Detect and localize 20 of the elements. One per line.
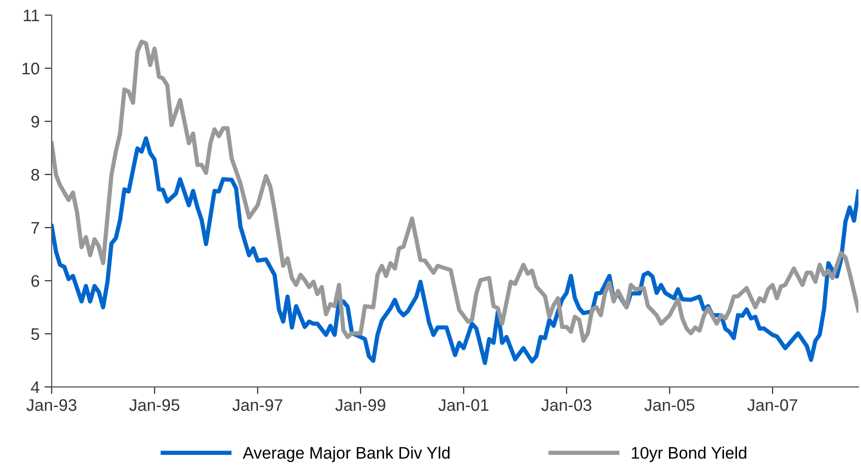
y-tick-label: 7: [31, 222, 40, 234]
x-tick-label: Jan-05: [644, 399, 694, 411]
x-tick-label: Jan-95: [129, 399, 180, 411]
line-series: [52, 136, 858, 366]
y-tick-label: 5: [31, 328, 40, 340]
x-tick-label: Jan-07: [747, 399, 798, 411]
legend-label: 10yr Bond Yield: [632, 446, 746, 462]
legend-label: Average Major Bank Div Yld: [242, 446, 450, 462]
x-tick-label: Jan-03: [541, 399, 592, 411]
y-tick-label: 9: [31, 116, 40, 128]
y-tick-label: 11: [24, 10, 40, 22]
y-tick-label: 6: [31, 275, 40, 287]
x-tick-label: Jan-01: [438, 399, 488, 411]
y-tick-label: 8: [31, 168, 40, 181]
line-series: [52, 40, 858, 343]
x-tick-label: Jan-97: [232, 399, 282, 411]
x-tick-label: Jan-99: [335, 399, 386, 411]
x-tick-label: Jan-93: [26, 399, 76, 411]
y-tick-label: 4: [30, 381, 40, 393]
y-tick-label: 10: [22, 62, 40, 74]
